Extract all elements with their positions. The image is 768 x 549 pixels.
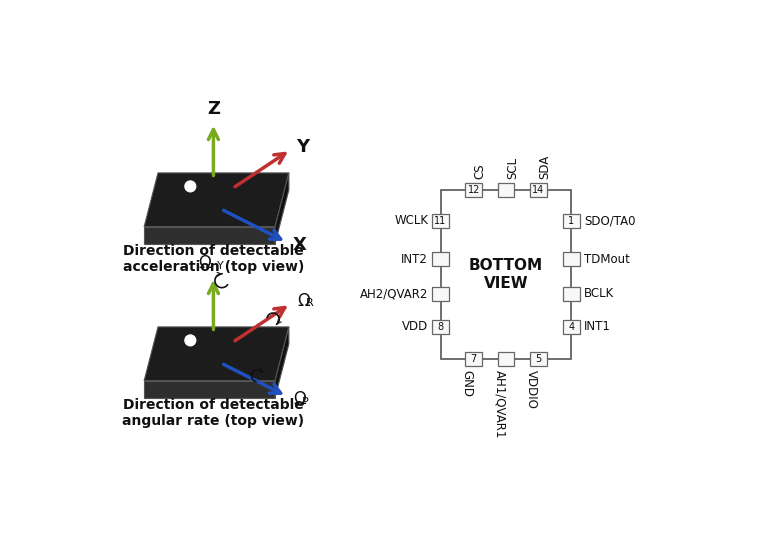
Polygon shape: [144, 327, 289, 381]
Text: INT2: INT2: [402, 253, 429, 266]
Polygon shape: [144, 381, 275, 397]
Text: P: P: [302, 396, 309, 407]
Text: TDMout: TDMout: [584, 253, 630, 266]
Text: Y: Y: [296, 138, 310, 156]
Bar: [563, 287, 580, 301]
Text: Direction of detectable
acceleration (top view): Direction of detectable acceleration (to…: [123, 244, 304, 274]
Text: BCLK: BCLK: [584, 287, 614, 300]
Bar: [465, 352, 482, 366]
Text: X: X: [293, 236, 306, 254]
Bar: [498, 183, 515, 197]
Text: WCLK: WCLK: [394, 214, 429, 227]
Text: AH2/QVAR2: AH2/QVAR2: [360, 287, 429, 300]
Polygon shape: [275, 327, 289, 397]
Polygon shape: [144, 173, 289, 227]
Text: BOTTOM
VIEW: BOTTOM VIEW: [469, 259, 543, 291]
Text: SDA: SDA: [538, 155, 551, 179]
Bar: [465, 183, 482, 197]
Text: 14: 14: [532, 185, 545, 195]
Text: $\Omega$: $\Omega$: [197, 254, 212, 272]
Text: $\Omega$: $\Omega$: [296, 292, 311, 310]
Polygon shape: [275, 173, 289, 244]
Text: $\Omega$: $\Omega$: [293, 390, 307, 408]
Text: AH1/QVAR1: AH1/QVAR1: [493, 370, 506, 439]
Text: Y: Y: [217, 261, 223, 271]
Text: VDDIO: VDDIO: [525, 370, 538, 409]
Text: INT1: INT1: [584, 321, 611, 333]
Text: R: R: [306, 298, 313, 308]
Text: Z: Z: [207, 100, 220, 118]
Text: 5: 5: [535, 354, 541, 364]
Text: SCL: SCL: [506, 157, 519, 179]
Polygon shape: [144, 227, 275, 244]
Bar: [530, 183, 547, 197]
Text: 11: 11: [435, 216, 447, 226]
Text: Direction of detectable
angular rate (top view): Direction of detectable angular rate (to…: [122, 397, 304, 428]
Bar: [530, 352, 547, 366]
Bar: [563, 252, 580, 266]
Bar: [432, 214, 449, 228]
Text: GND: GND: [461, 370, 474, 397]
Circle shape: [185, 181, 196, 192]
Text: 4: 4: [568, 322, 574, 332]
Bar: [498, 352, 515, 366]
Bar: [563, 214, 580, 228]
Bar: [441, 190, 571, 359]
Text: 12: 12: [468, 185, 480, 195]
Circle shape: [185, 335, 196, 346]
Text: VDD: VDD: [402, 321, 429, 333]
Text: SDO/TA0: SDO/TA0: [584, 214, 635, 227]
Text: 7: 7: [471, 354, 477, 364]
Bar: [563, 320, 580, 334]
Bar: [432, 320, 449, 334]
Bar: [432, 287, 449, 301]
Bar: [432, 252, 449, 266]
Text: CS: CS: [474, 164, 487, 179]
Text: 8: 8: [438, 322, 444, 332]
Text: 1: 1: [568, 216, 574, 226]
